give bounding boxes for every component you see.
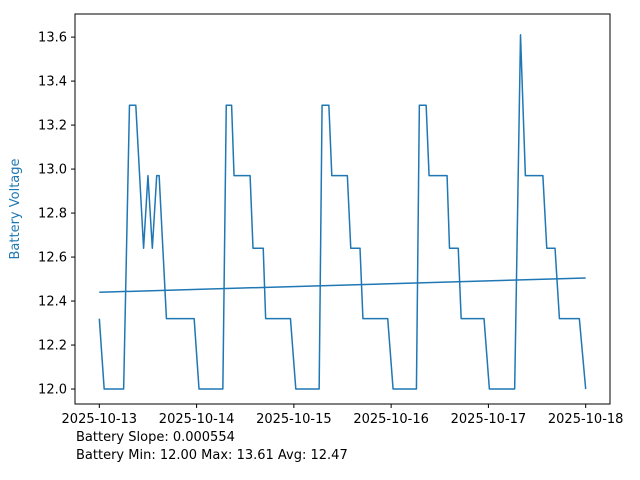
trend-line-line <box>99 277 586 294</box>
axes-frame <box>74 13 611 405</box>
y-tick-label: 12.8 <box>38 207 67 222</box>
y-tick-label: 13.2 <box>38 119 67 134</box>
x-tick-label: 2025-10-18 <box>548 412 624 427</box>
x-tick-label: 2025-10-17 <box>451 412 527 427</box>
y-tick-label: 12.2 <box>38 339 67 354</box>
x-tick-label: 2025-10-13 <box>62 412 138 427</box>
y-tick-label: 12.6 <box>38 251 67 266</box>
y-tick-label: 12.4 <box>38 295 67 310</box>
x-tick-label: 2025-10-15 <box>256 412 332 427</box>
slope-annotation: Battery Slope: 0.000554 <box>76 430 235 445</box>
battery-voltage-line <box>98 34 587 390</box>
plot-layer: 2025-10-13 2025-10-14 2025-10-15 2025-10-16… <box>38 13 624 427</box>
y-tick-label: 13.4 <box>38 75 67 90</box>
x-tick-label: 2025-10-14 <box>159 412 235 427</box>
y-tick-label: 13.6 <box>38 31 67 46</box>
y-tick-label: 12.0 <box>38 383 67 398</box>
y-axis-label: Battery Voltage <box>8 158 23 259</box>
stats-annotation: Battery Min: 12.00 Max: 13.61 Avg: 12.47 <box>76 448 348 463</box>
x-tick-label: 2025-10-16 <box>353 412 429 427</box>
y-tick-label: 13.0 <box>38 163 67 178</box>
